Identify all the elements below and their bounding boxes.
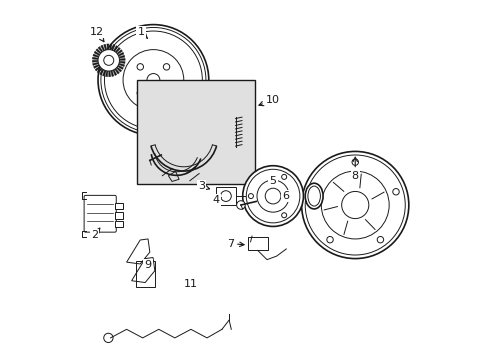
Wedge shape bbox=[119, 63, 124, 67]
Circle shape bbox=[281, 174, 286, 179]
Wedge shape bbox=[113, 46, 118, 51]
Wedge shape bbox=[100, 69, 103, 75]
Wedge shape bbox=[101, 45, 104, 51]
Text: 3: 3 bbox=[198, 181, 209, 192]
Wedge shape bbox=[108, 71, 110, 77]
Polygon shape bbox=[126, 239, 149, 264]
Wedge shape bbox=[93, 64, 99, 68]
Wedge shape bbox=[119, 58, 125, 60]
Wedge shape bbox=[102, 70, 105, 76]
Wedge shape bbox=[119, 55, 124, 58]
Circle shape bbox=[137, 90, 143, 96]
Text: 12: 12 bbox=[90, 27, 104, 42]
Text: 2: 2 bbox=[91, 228, 100, 240]
Text: 7: 7 bbox=[226, 239, 244, 249]
Bar bbox=[247, 237, 267, 250]
Wedge shape bbox=[97, 68, 102, 73]
Wedge shape bbox=[95, 66, 101, 71]
Wedge shape bbox=[109, 44, 112, 50]
Wedge shape bbox=[117, 50, 122, 54]
Circle shape bbox=[137, 64, 143, 70]
Bar bbox=[216, 187, 235, 205]
Text: 9: 9 bbox=[144, 260, 151, 270]
Circle shape bbox=[326, 237, 333, 243]
Wedge shape bbox=[111, 45, 115, 50]
Circle shape bbox=[163, 64, 169, 70]
Wedge shape bbox=[103, 44, 106, 50]
Wedge shape bbox=[105, 71, 108, 77]
Text: 1: 1 bbox=[137, 27, 147, 39]
Circle shape bbox=[281, 213, 286, 218]
Wedge shape bbox=[106, 44, 108, 50]
Bar bbox=[115, 221, 122, 227]
Circle shape bbox=[236, 201, 244, 209]
Text: 11: 11 bbox=[183, 279, 198, 289]
Bar bbox=[115, 212, 122, 219]
Text: 4: 4 bbox=[212, 195, 221, 204]
Text: 8: 8 bbox=[351, 157, 358, 181]
Circle shape bbox=[220, 191, 231, 202]
Wedge shape bbox=[93, 54, 99, 58]
Wedge shape bbox=[111, 71, 114, 76]
Wedge shape bbox=[113, 70, 117, 76]
Circle shape bbox=[301, 152, 408, 258]
Wedge shape bbox=[94, 51, 100, 55]
Polygon shape bbox=[131, 257, 155, 283]
Bar bbox=[135, 261, 155, 287]
Circle shape bbox=[264, 188, 281, 204]
Circle shape bbox=[376, 237, 383, 243]
Circle shape bbox=[98, 50, 119, 71]
Text: 6: 6 bbox=[282, 191, 288, 201]
Circle shape bbox=[311, 189, 317, 195]
Bar bbox=[115, 203, 122, 209]
Circle shape bbox=[103, 55, 114, 65]
Circle shape bbox=[257, 180, 288, 212]
Wedge shape bbox=[92, 60, 98, 62]
Wedge shape bbox=[92, 57, 98, 59]
Wedge shape bbox=[118, 52, 123, 56]
Circle shape bbox=[392, 189, 398, 195]
FancyBboxPatch shape bbox=[84, 195, 116, 232]
Circle shape bbox=[103, 333, 113, 342]
Circle shape bbox=[147, 73, 160, 86]
Circle shape bbox=[242, 166, 303, 226]
Circle shape bbox=[123, 50, 183, 111]
Wedge shape bbox=[116, 67, 122, 72]
Ellipse shape bbox=[305, 183, 323, 209]
Wedge shape bbox=[115, 48, 120, 53]
Wedge shape bbox=[98, 47, 102, 52]
Circle shape bbox=[248, 194, 253, 199]
Wedge shape bbox=[96, 49, 101, 54]
Text: 10: 10 bbox=[259, 95, 280, 106]
Text: 5: 5 bbox=[269, 176, 276, 186]
Circle shape bbox=[351, 159, 358, 165]
FancyBboxPatch shape bbox=[137, 80, 255, 184]
Wedge shape bbox=[118, 65, 123, 69]
Circle shape bbox=[341, 192, 368, 219]
Wedge shape bbox=[119, 61, 125, 63]
Wedge shape bbox=[92, 62, 99, 66]
Wedge shape bbox=[115, 68, 119, 74]
